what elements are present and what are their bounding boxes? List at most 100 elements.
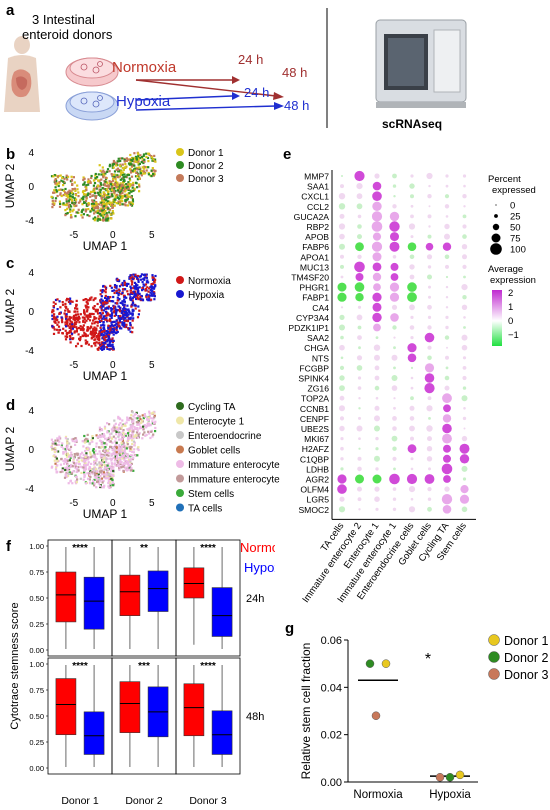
scatter-legend-label: Donor 3	[504, 668, 549, 682]
dotplot-dot	[409, 304, 415, 311]
dotplot-dot	[462, 416, 467, 421]
dotplot-dot	[445, 285, 449, 289]
size-legend-dot	[495, 204, 497, 206]
size-legend-dot	[490, 243, 502, 255]
dotplot-dot	[337, 484, 347, 494]
dotplot-dot	[461, 334, 468, 341]
dotplot-dot	[428, 295, 431, 299]
box-significance: ****	[200, 543, 216, 554]
hypoxia-48h-label: 48 h	[284, 98, 309, 113]
dotplot-dot	[462, 356, 467, 360]
dotplot-dot	[463, 184, 466, 188]
dotplot-dot	[339, 233, 345, 240]
dotplot-dot	[392, 173, 397, 179]
dotplot-dot	[427, 194, 432, 199]
dotplot-dot	[389, 292, 400, 302]
panel-letter-f: f	[6, 538, 11, 555]
dotplot-dot	[392, 204, 397, 209]
dotplot-dot	[339, 375, 345, 381]
dotplot-dot	[375, 447, 379, 451]
box-ytick: 0.50	[29, 712, 44, 721]
dotplot-dot	[358, 508, 361, 511]
dotplot-dot	[446, 346, 448, 349]
dotplot-dot	[427, 214, 432, 219]
dotplot-dot	[459, 443, 470, 454]
dotplot-dot	[356, 314, 363, 321]
dotplot-dot	[356, 193, 363, 200]
dotplot-dot	[461, 395, 468, 402]
umap-legend-label: Donor 1	[188, 148, 224, 159]
dotplot-dot	[392, 184, 397, 188]
box-hypoxia	[83, 576, 105, 630]
normoxia-48h-label: 48 h	[282, 65, 307, 80]
dotplot-dot	[461, 244, 468, 250]
box-hypoxia	[211, 587, 233, 637]
panel-letter-e: e	[283, 146, 292, 163]
box-row-label: 48h	[246, 711, 264, 723]
umap-legend-label: Donor 2	[188, 161, 224, 172]
dotplot-dot	[339, 496, 345, 502]
dotplot-dot	[424, 363, 435, 373]
dotplot-dot	[407, 353, 417, 363]
umap-xtick: -5	[69, 498, 78, 509]
dotplot-dot	[444, 385, 450, 391]
dotplot-dot	[374, 496, 380, 503]
dotplot-dot	[340, 254, 344, 259]
size-legend-title: Percent	[488, 174, 521, 185]
dotplot-dot	[462, 234, 467, 239]
dotplot-dot	[410, 436, 414, 441]
dotplot-dot	[338, 203, 346, 210]
dotplot-dot	[339, 314, 345, 320]
dotplot-dot	[391, 435, 398, 442]
color-legend-title: expression	[490, 275, 536, 286]
dotplot-dot	[392, 255, 397, 259]
dotplot-dot	[392, 426, 397, 431]
dotplot-dot	[445, 315, 449, 319]
umap-legend-label: Immature enterocyte 1	[188, 460, 280, 471]
scatter-legend-label: Donor 1	[504, 634, 549, 648]
dotplot-dot	[427, 234, 432, 239]
hypoxia-24h-label: 24 h	[244, 85, 269, 100]
panel-letter-a: a	[6, 2, 15, 19]
dotplot-dot	[407, 292, 417, 303]
umap-ytick: -4	[25, 484, 34, 495]
dotplot-dot	[426, 446, 433, 452]
scatter-ytick: 0.04	[321, 682, 342, 694]
dotplot-dot	[339, 324, 345, 331]
dotplot-dot	[355, 273, 364, 281]
dotplot-dot	[443, 454, 451, 463]
dotplot-dot	[410, 467, 414, 471]
box-ytick: 1.00	[29, 542, 44, 551]
dotplot-dot	[427, 304, 432, 310]
dotplot-dot	[372, 201, 382, 211]
scatter-category-label: Normoxia	[353, 789, 403, 801]
dotplot-dot	[393, 406, 396, 410]
dotplot-dot	[374, 415, 380, 422]
dotplot-dot	[339, 385, 345, 391]
hypoxia-24h-arrow	[135, 95, 233, 101]
dotplot-dot	[428, 225, 431, 228]
umap-xtick: 5	[149, 230, 155, 241]
box-legend-hypoxia: Hypoxia	[244, 560, 275, 575]
dotplot-gene-label: CXCL1	[301, 192, 329, 202]
dotplot-dot	[406, 473, 418, 485]
dotplot-dot	[393, 346, 396, 350]
dotplot-dot	[410, 457, 414, 461]
box-ytick: 0.75	[29, 568, 44, 577]
normoxia-label: Normoxia	[112, 59, 177, 76]
dotplot-dot	[462, 295, 467, 300]
dotplot-dot	[338, 506, 346, 513]
dotplot-dot	[463, 407, 466, 410]
box-ytick: 0.00	[29, 646, 44, 655]
dotplot-dot	[444, 233, 450, 240]
box-ylabel: Cytotrace stemness score	[9, 602, 21, 729]
dotplot-dot	[375, 436, 379, 441]
dotplot-dot	[427, 487, 432, 492]
dotplot-dot	[339, 365, 345, 370]
umap-b-cloud	[50, 151, 157, 222]
dotplot-dot	[356, 365, 363, 371]
dotplot-dot	[410, 194, 414, 199]
box-hypoxia	[211, 710, 233, 755]
dotplot-dot	[461, 284, 468, 291]
dotplot-dot	[426, 425, 433, 432]
